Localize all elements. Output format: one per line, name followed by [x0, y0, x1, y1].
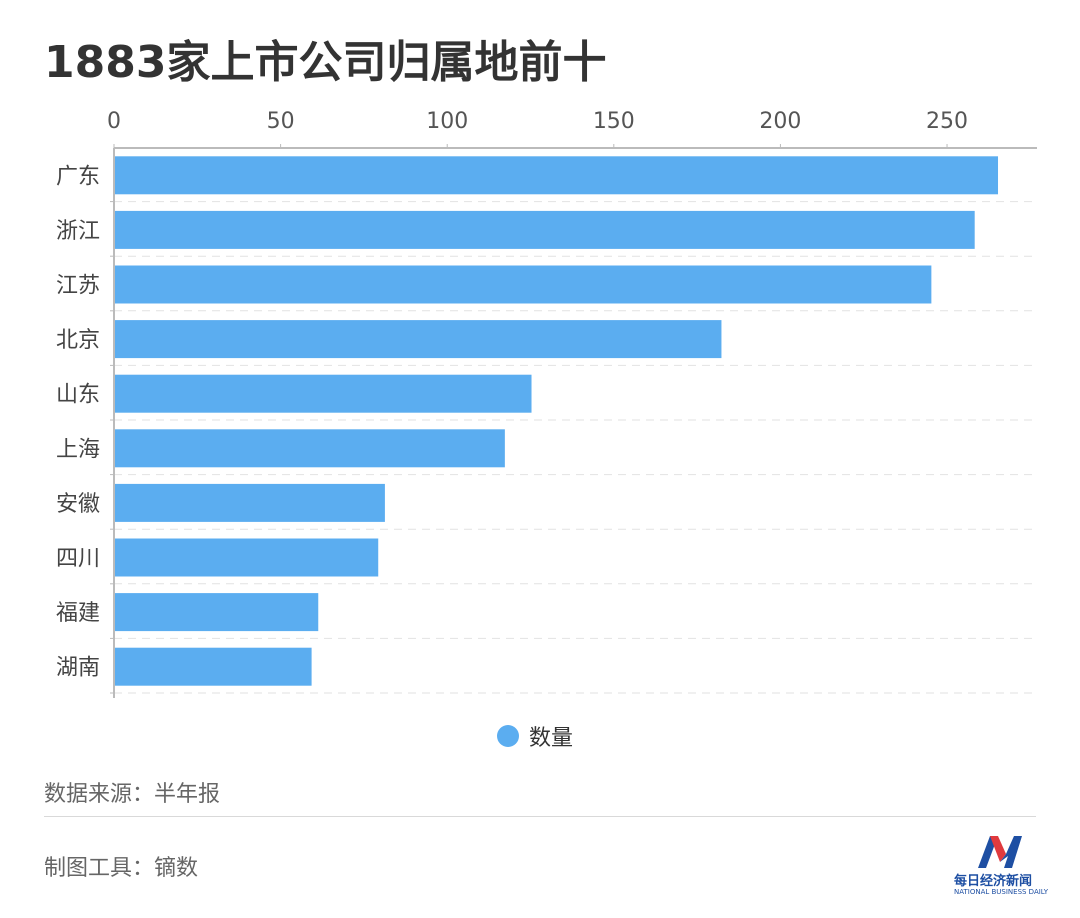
x-tick-label: 200 — [759, 109, 801, 134]
bar[interactable] — [115, 483, 385, 522]
x-tick-label: 250 — [926, 109, 968, 134]
bar[interactable] — [115, 210, 975, 249]
category-label: 江苏 — [56, 274, 100, 299]
legend-marker — [497, 725, 519, 747]
bar[interactable] — [115, 538, 379, 577]
nbd-logo-icon — [978, 836, 1022, 868]
category-label: 福建 — [56, 601, 100, 626]
chart-tool: 制图工具：镝数 — [44, 856, 199, 881]
x-tick-label: 150 — [593, 109, 635, 134]
bar[interactable] — [115, 429, 505, 468]
category-label: 浙江 — [56, 219, 100, 244]
bar[interactable] — [115, 320, 722, 359]
category-label: 山东 — [56, 383, 100, 408]
category-label: 湖南 — [56, 656, 100, 681]
x-tick-label: 100 — [426, 109, 468, 134]
category-label: 四川 — [56, 547, 100, 572]
footer-divider — [44, 816, 1036, 817]
bar[interactable] — [115, 265, 932, 304]
bars — [115, 156, 999, 686]
category-label: 广东 — [56, 164, 100, 189]
logo-text: 每日经济新闻 — [954, 874, 1033, 889]
x-axis-ticks: 0 50 100 150 200 250 — [107, 109, 968, 148]
category-label: 上海 — [56, 437, 100, 462]
data-source: 数据来源：半年报 — [44, 782, 221, 807]
logo-subtitle: NATIONAL BUSINESS DAILY — [954, 888, 1049, 896]
x-tick-label: 0 — [107, 109, 121, 134]
bar[interactable] — [115, 156, 999, 195]
category-label: 安徽 — [56, 492, 100, 517]
legend[interactable]: 数量 — [497, 720, 573, 752]
bar[interactable] — [115, 593, 319, 632]
x-tick-label: 50 — [267, 109, 295, 134]
legend-label: 数量 — [529, 726, 574, 751]
bar[interactable] — [115, 647, 312, 686]
chart-title: 1883家上市公司归属地前十 — [44, 37, 607, 88]
bar[interactable] — [115, 374, 532, 413]
category-label: 北京 — [56, 328, 100, 353]
